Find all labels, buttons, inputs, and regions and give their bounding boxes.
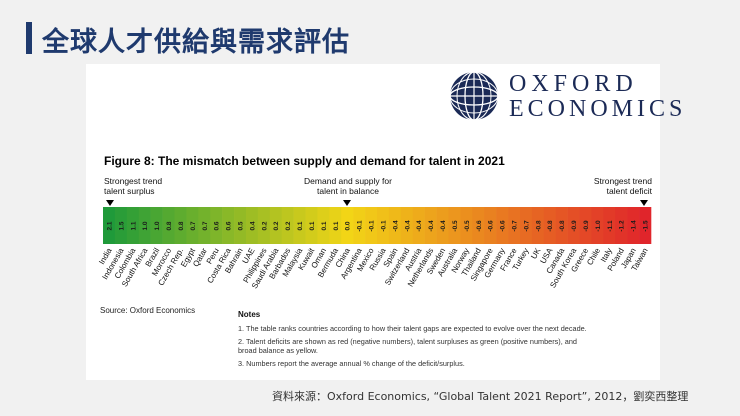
globe-logo-icon <box>449 71 499 121</box>
slide-title: 全球人才供給與需求評估 <box>42 27 350 58</box>
figure-title: Figure 8: The mismatch between supply an… <box>104 154 505 168</box>
note-item-2: 2. Talent deficits are shown as red (neg… <box>238 337 577 346</box>
title-accent-bar <box>26 22 32 54</box>
callout-deficit-line1: Strongest trend <box>593 176 652 186</box>
callout-surplus-line2: talent surplus <box>104 186 155 196</box>
note-item-3: 3. Numbers report the average annual % c… <box>238 359 465 368</box>
callout-balance-line1: Demand and supply for <box>304 176 392 186</box>
notes-heading: Notes <box>238 310 261 319</box>
logo-text-economics: ECONOMICS <box>509 96 687 122</box>
callout-surplus-line1: Strongest trend <box>104 176 163 186</box>
logo-text-oxford: OXFORD <box>509 71 638 97</box>
source-note: Source: Oxford Economics <box>100 306 196 315</box>
callout-balance-line2: talent in balance <box>317 186 379 196</box>
note-item-2-cont: broad balance as yellow. <box>238 346 318 355</box>
callout-deficit: Strongest trend talent deficit <box>570 176 652 196</box>
callout-deficit-line2: talent deficit <box>606 186 652 196</box>
callout-surplus: Strongest trend talent surplus <box>104 176 162 196</box>
note-item-1: 1. The table ranks countries according t… <box>238 324 587 333</box>
slide-footer: 資料來源：Oxford Economics, “Global Talent 20… <box>272 390 689 403</box>
callout-balance: Demand and supply for talent in balance <box>302 176 394 196</box>
